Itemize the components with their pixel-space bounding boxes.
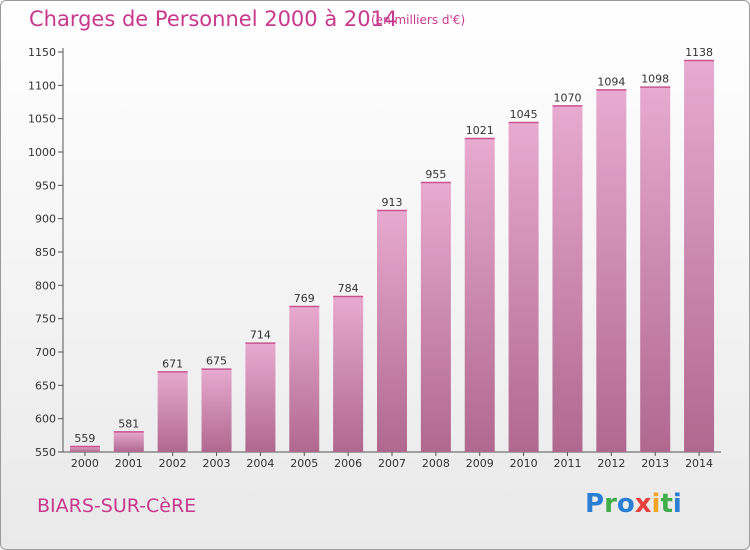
y-tick-label: 1150 <box>28 46 56 59</box>
bar <box>596 89 627 452</box>
chart-title: Charges de Personnel 2000 à 2014 <box>29 7 398 31</box>
data-label: 955 <box>425 168 446 181</box>
x-tick-label: 2012 <box>597 457 625 470</box>
x-tick-label: 2006 <box>334 457 362 470</box>
x-tick-label: 2005 <box>290 457 318 470</box>
data-label: 1021 <box>466 124 494 137</box>
bar <box>113 431 144 452</box>
data-label: 1045 <box>510 108 538 121</box>
data-label: 913 <box>382 196 403 209</box>
y-tick-label: 750 <box>35 313 56 326</box>
data-label: 1138 <box>685 46 713 59</box>
x-tick-label: 2003 <box>203 457 231 470</box>
data-label: 1098 <box>641 73 669 86</box>
bar <box>289 306 320 452</box>
y-tick-label: 650 <box>35 379 56 392</box>
x-tick-label: 2010 <box>510 457 538 470</box>
bar <box>464 138 495 452</box>
bar <box>640 86 671 453</box>
y-tick-label: 1100 <box>28 79 56 92</box>
data-label: 559 <box>74 432 95 445</box>
bar <box>157 371 188 452</box>
x-tick-label: 2000 <box>71 457 99 470</box>
y-tick-label: 1050 <box>28 113 56 126</box>
bar <box>333 296 364 452</box>
x-tick-label: 2014 <box>685 457 713 470</box>
logo-letter: i <box>651 489 661 519</box>
x-tick-label: 2009 <box>466 457 494 470</box>
bar <box>420 182 451 452</box>
logo-letter: r <box>604 489 617 519</box>
bar <box>69 446 100 452</box>
bar <box>684 60 715 452</box>
chart-subtitle: (en milliers d'€) <box>371 13 466 27</box>
x-tick-label: 2004 <box>246 457 274 470</box>
data-label: 1070 <box>553 91 581 104</box>
place-name: BIARS-SUR-CèRE <box>37 495 197 517</box>
data-label: 1094 <box>597 75 625 88</box>
logo-letter: o <box>616 489 635 519</box>
logo-letter: P <box>585 489 605 519</box>
x-tick-label: 2007 <box>378 457 406 470</box>
x-tick-label: 2001 <box>115 457 143 470</box>
data-label: 671 <box>162 357 183 370</box>
y-tick-label: 600 <box>35 413 56 426</box>
logo-letter: t <box>660 489 673 519</box>
bar <box>245 342 276 452</box>
logo-letter: i <box>672 489 682 519</box>
y-tick-label: 800 <box>35 279 56 292</box>
proxiti-logo[interactable]: Proxiti <box>585 489 682 519</box>
y-tick-label: 550 <box>35 446 56 459</box>
y-tick-label: 950 <box>35 179 56 192</box>
x-tick-label: 2002 <box>159 457 187 470</box>
y-tick-label: 900 <box>35 213 56 226</box>
data-label: 784 <box>338 282 359 295</box>
x-tick-label: 2008 <box>422 457 450 470</box>
y-tick-label: 850 <box>35 246 56 259</box>
y-tick-label: 700 <box>35 346 56 359</box>
bar <box>552 105 583 452</box>
data-label: 714 <box>250 329 271 342</box>
x-tick-label: 2013 <box>641 457 669 470</box>
data-label: 675 <box>206 355 227 368</box>
x-tick-label: 2011 <box>553 457 581 470</box>
bar <box>377 210 407 452</box>
bar <box>508 122 539 452</box>
logo-letter: x <box>634 489 652 519</box>
data-label: 769 <box>294 292 315 305</box>
data-label: 581 <box>118 417 139 430</box>
y-tick-label: 1000 <box>28 146 56 159</box>
bar <box>201 368 232 452</box>
